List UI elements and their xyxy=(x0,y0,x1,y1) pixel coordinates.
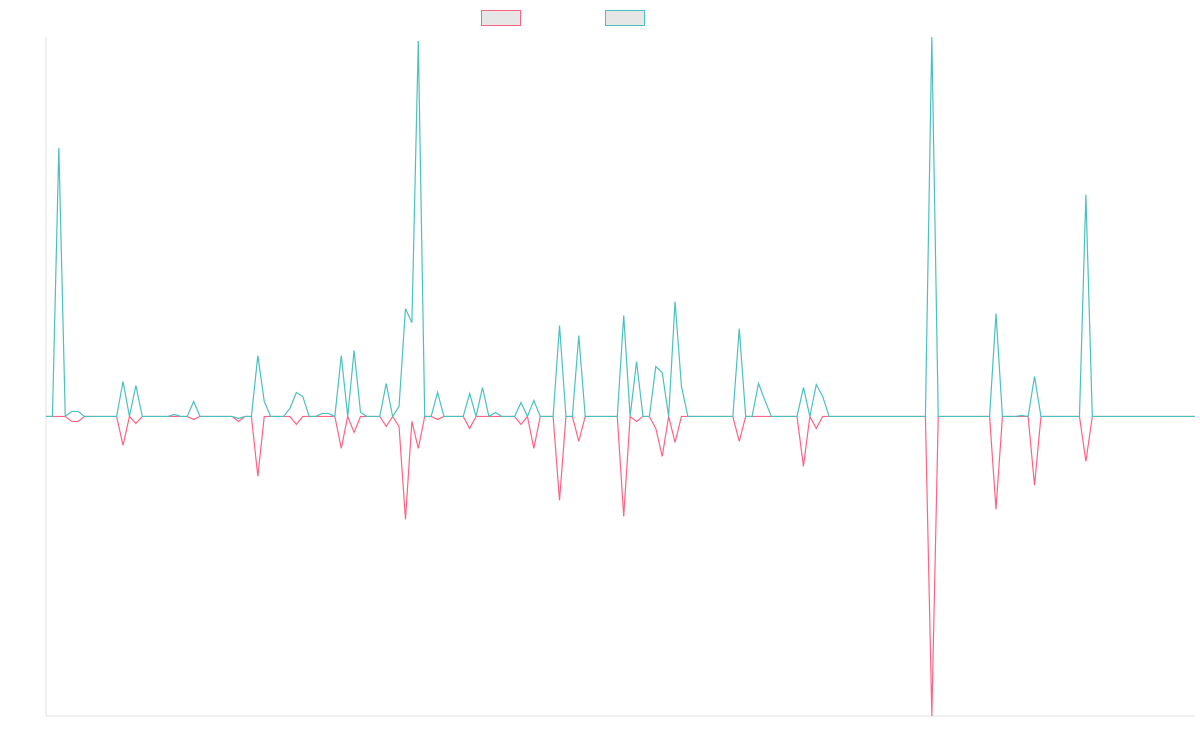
legend-swatch xyxy=(481,10,521,26)
series-line xyxy=(46,414,1195,717)
legend-swatch xyxy=(605,10,645,26)
series-line xyxy=(46,36,1195,420)
